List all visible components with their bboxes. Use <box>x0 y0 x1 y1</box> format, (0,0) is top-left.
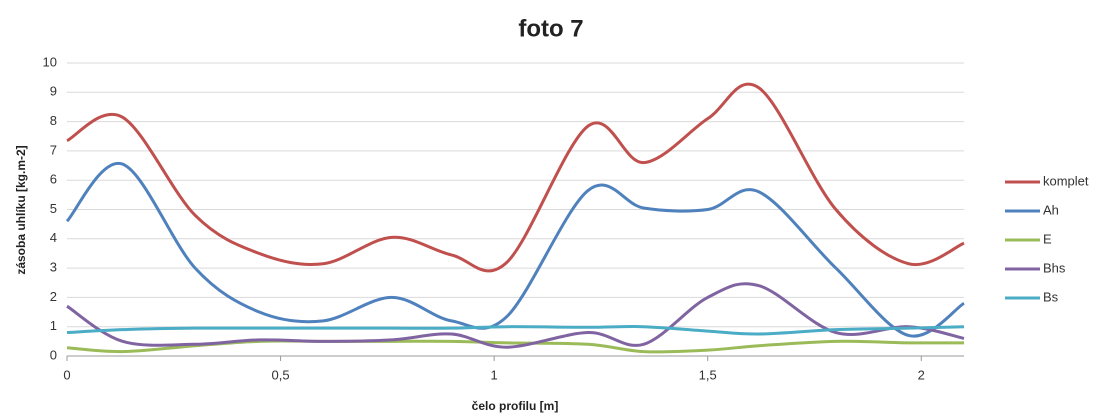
legend-label: komplet <box>1043 173 1089 188</box>
y-tick-label: 9 <box>50 84 57 99</box>
series-line <box>66 325 965 336</box>
y-tick-label: 0 <box>50 347 57 362</box>
x-tick-label: 1,5 <box>699 367 717 382</box>
legend-label: Bhs <box>1043 260 1066 275</box>
y-axis-label: zásoba uhlíku [kg.m-2] <box>14 145 28 274</box>
x-tick-label: 2 <box>918 367 925 382</box>
legend-label: Bs <box>1043 289 1059 304</box>
y-tick-label: 10 <box>43 54 57 69</box>
series-line <box>66 282 965 349</box>
y-tick-label: 1 <box>50 318 57 333</box>
x-axis-label: čelo profilu [m] <box>472 399 559 413</box>
chart-title: foto 7 <box>518 15 583 42</box>
y-tick-label: 6 <box>50 172 57 187</box>
x-tick-label: 0 <box>63 367 70 382</box>
series-line <box>66 82 965 273</box>
x-tick-label: 0,5 <box>272 367 290 382</box>
y-tick-label: 8 <box>50 113 57 128</box>
y-tick-label: 7 <box>50 142 57 157</box>
x-tick-label: 1 <box>491 367 498 382</box>
y-tick-label: 2 <box>50 289 57 304</box>
y-tick-label: 3 <box>50 260 57 275</box>
series-line <box>65 162 965 338</box>
y-tick-label: 5 <box>50 201 57 216</box>
y-tick-label: 4 <box>50 230 57 245</box>
legend-label: E <box>1043 231 1052 246</box>
legend-label: Ah <box>1043 202 1059 217</box>
